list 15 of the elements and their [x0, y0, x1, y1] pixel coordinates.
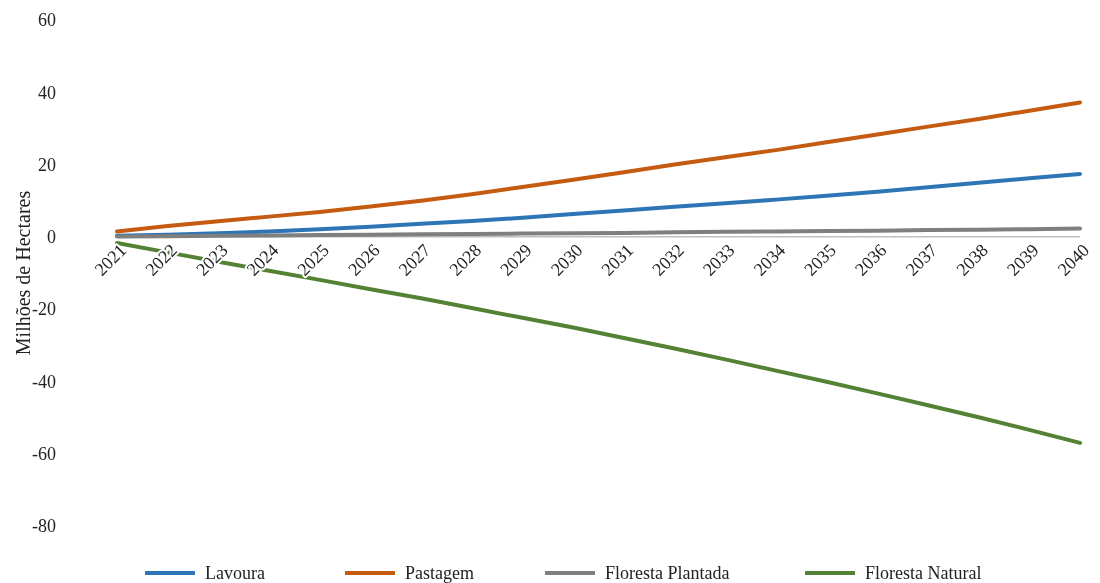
legend-label: Pastagem	[405, 563, 474, 583]
y-tick-label: -80	[32, 516, 56, 537]
legend-label: Floresta Plantada	[605, 563, 730, 583]
line-series	[115, 226, 1082, 239]
legend-label: Lavoura	[205, 563, 265, 583]
line-series	[115, 171, 1082, 238]
line-series	[115, 100, 1082, 234]
y-tick-label: -60	[32, 444, 56, 465]
y-tick-label: 40	[38, 82, 56, 103]
legend-label: Floresta Natural	[865, 563, 982, 583]
y-tick-label: 0	[47, 227, 56, 248]
y-tick-label: -40	[32, 371, 56, 392]
y-tick-label: -20	[32, 299, 56, 320]
y-tick-label: 20	[38, 154, 56, 175]
y-tick-label: 60	[38, 10, 56, 31]
